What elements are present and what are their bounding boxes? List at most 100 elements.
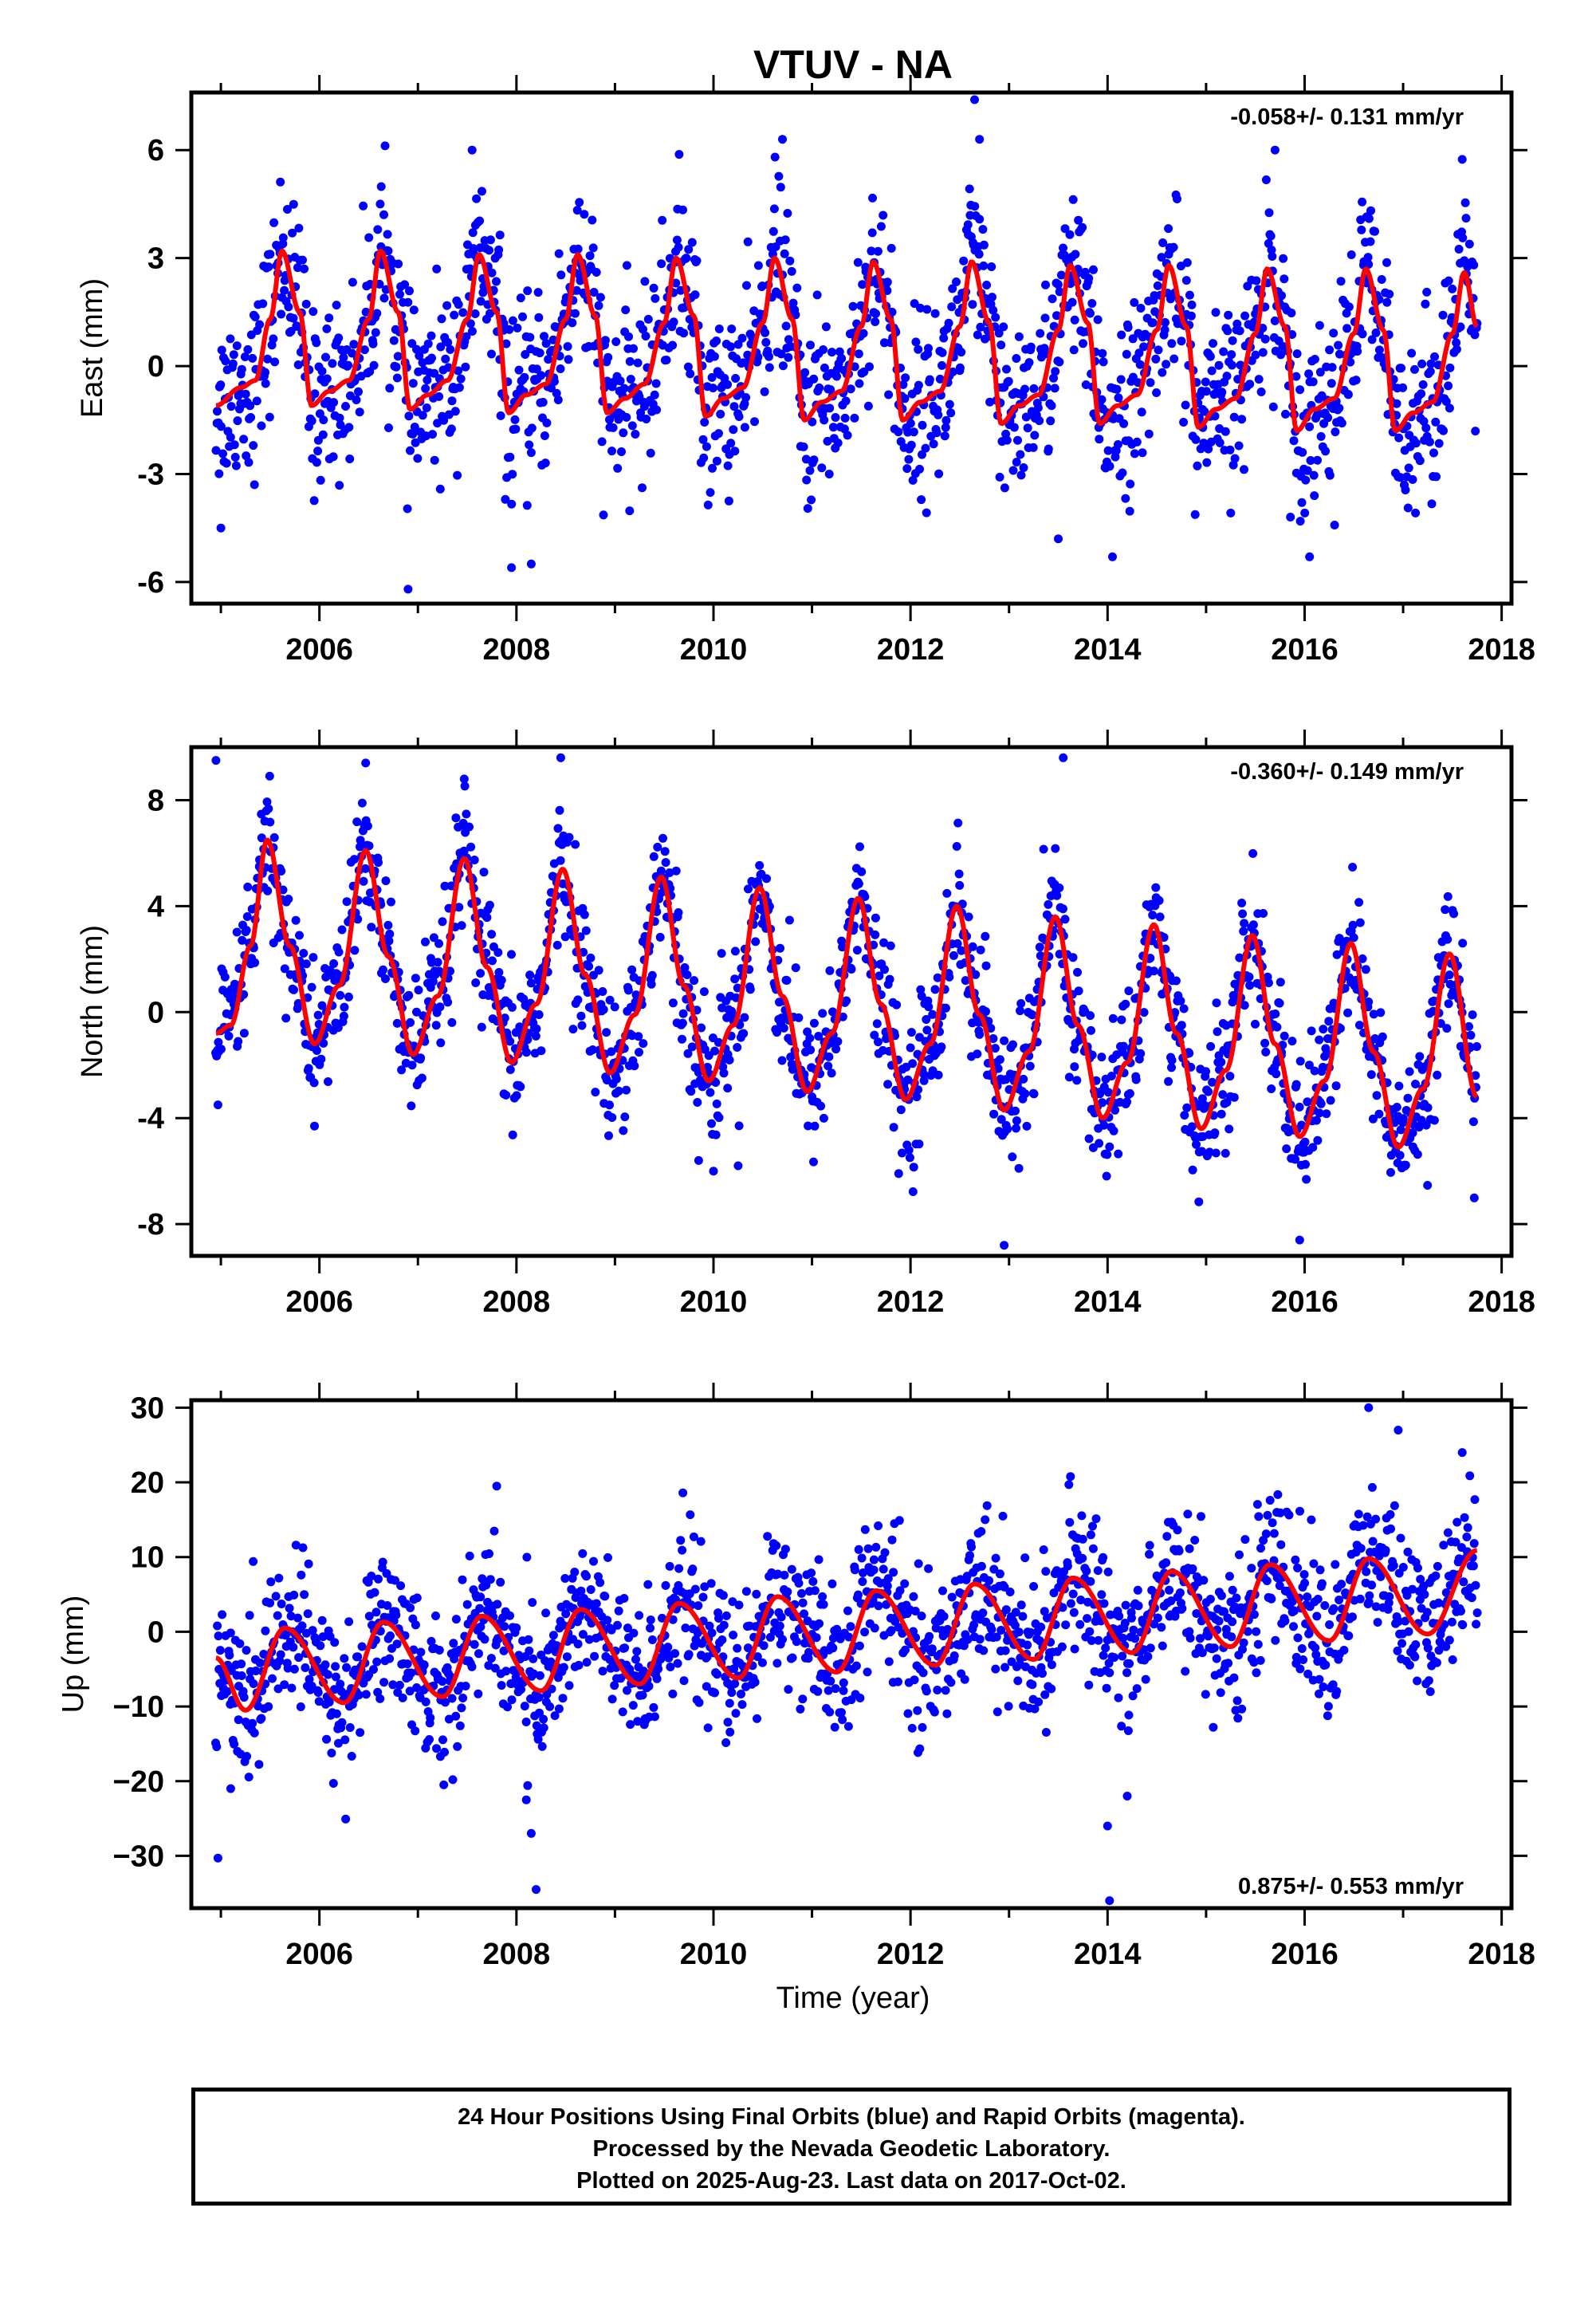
data-point (1471, 1071, 1480, 1080)
data-point (620, 1643, 630, 1653)
data-point (780, 235, 790, 245)
data-point (886, 1626, 896, 1635)
data-point (1322, 1049, 1331, 1058)
data-point (1066, 1599, 1075, 1608)
data-point (249, 441, 258, 451)
data-point (1398, 383, 1408, 392)
data-point (1217, 1057, 1226, 1067)
data-point (335, 413, 344, 423)
data-point (1444, 381, 1453, 391)
data-point (1118, 1041, 1128, 1051)
data-point (666, 1663, 675, 1671)
data-point (1144, 429, 1154, 439)
data-point (1078, 1534, 1087, 1544)
data-point (532, 1721, 541, 1730)
data-point (467, 1662, 477, 1671)
data-point (265, 412, 274, 422)
data-point (1206, 1041, 1216, 1051)
data-point (527, 423, 537, 433)
data-point (1020, 1089, 1030, 1099)
data-point (737, 1700, 747, 1710)
data-point (1378, 1032, 1387, 1041)
data-point (1263, 1510, 1272, 1520)
data-point (933, 973, 942, 982)
data-point (1020, 1553, 1030, 1563)
data-point (496, 411, 505, 420)
data-point (1105, 1142, 1114, 1151)
data-point (989, 1109, 999, 1119)
data-point (586, 953, 596, 962)
data-point (277, 309, 286, 319)
data-point (407, 1668, 416, 1678)
data-point (678, 1009, 688, 1018)
data-point (264, 1702, 273, 1711)
data-point (1014, 332, 1024, 341)
data-point (233, 416, 242, 426)
y-tick-label: 3 (147, 242, 164, 276)
data-point (393, 1688, 403, 1697)
data-point (408, 379, 418, 388)
y-tick-label: 0 (147, 996, 164, 1029)
data-point (819, 345, 828, 354)
data-point (1122, 1668, 1132, 1678)
data-point (435, 1002, 445, 1012)
data-point (232, 341, 242, 351)
data-point (379, 293, 389, 303)
data-point (734, 1121, 744, 1131)
data-point (1029, 1582, 1039, 1591)
data-point (819, 1600, 828, 1609)
data-point (318, 430, 328, 439)
data-point (914, 1085, 923, 1095)
data-point (280, 964, 289, 974)
data-point (385, 384, 395, 393)
data-point (872, 1019, 882, 1029)
data-point (607, 1694, 617, 1704)
data-point (814, 1032, 824, 1041)
data-point (352, 817, 362, 827)
data-point (294, 223, 304, 233)
data-point (646, 448, 655, 458)
data-point (403, 297, 413, 307)
data-point (1081, 380, 1091, 389)
data-point (705, 1621, 714, 1631)
data-point (833, 1037, 843, 1046)
data-point (533, 1734, 543, 1744)
data-point (1222, 372, 1232, 381)
data-point (730, 1679, 740, 1688)
data-point (871, 930, 880, 939)
data-point (979, 261, 989, 270)
data-point (883, 1574, 893, 1584)
data-point (466, 319, 475, 329)
data-point (1039, 1545, 1048, 1554)
data-point (707, 1119, 716, 1128)
data-point (613, 463, 623, 473)
data-point (1221, 427, 1230, 436)
data-point (1058, 1603, 1067, 1612)
data-point (914, 380, 923, 390)
east-rate-annotation: -0.058+/- 0.131 mm/yr (1230, 104, 1464, 130)
data-point (693, 1098, 702, 1107)
data-point (1225, 1072, 1235, 1081)
data-point (1425, 367, 1435, 376)
data-point (1035, 943, 1044, 952)
data-point (1249, 1610, 1259, 1619)
data-point (911, 337, 921, 347)
data-point (1335, 934, 1344, 943)
data-point (815, 1619, 824, 1628)
data-point (1335, 403, 1344, 413)
data-point (453, 470, 462, 480)
data-point (978, 225, 988, 234)
data-point (1060, 224, 1070, 234)
data-point (1158, 1641, 1167, 1651)
data-point (1466, 1030, 1476, 1040)
data-point (981, 931, 990, 941)
data-point (823, 436, 832, 446)
data-point (989, 305, 998, 315)
data-point (283, 205, 292, 214)
data-point (730, 946, 740, 956)
data-point (1272, 1022, 1282, 1032)
data-point (871, 309, 880, 318)
data-point (1315, 321, 1324, 330)
data-point (1325, 470, 1335, 480)
data-point (1102, 1171, 1111, 1181)
